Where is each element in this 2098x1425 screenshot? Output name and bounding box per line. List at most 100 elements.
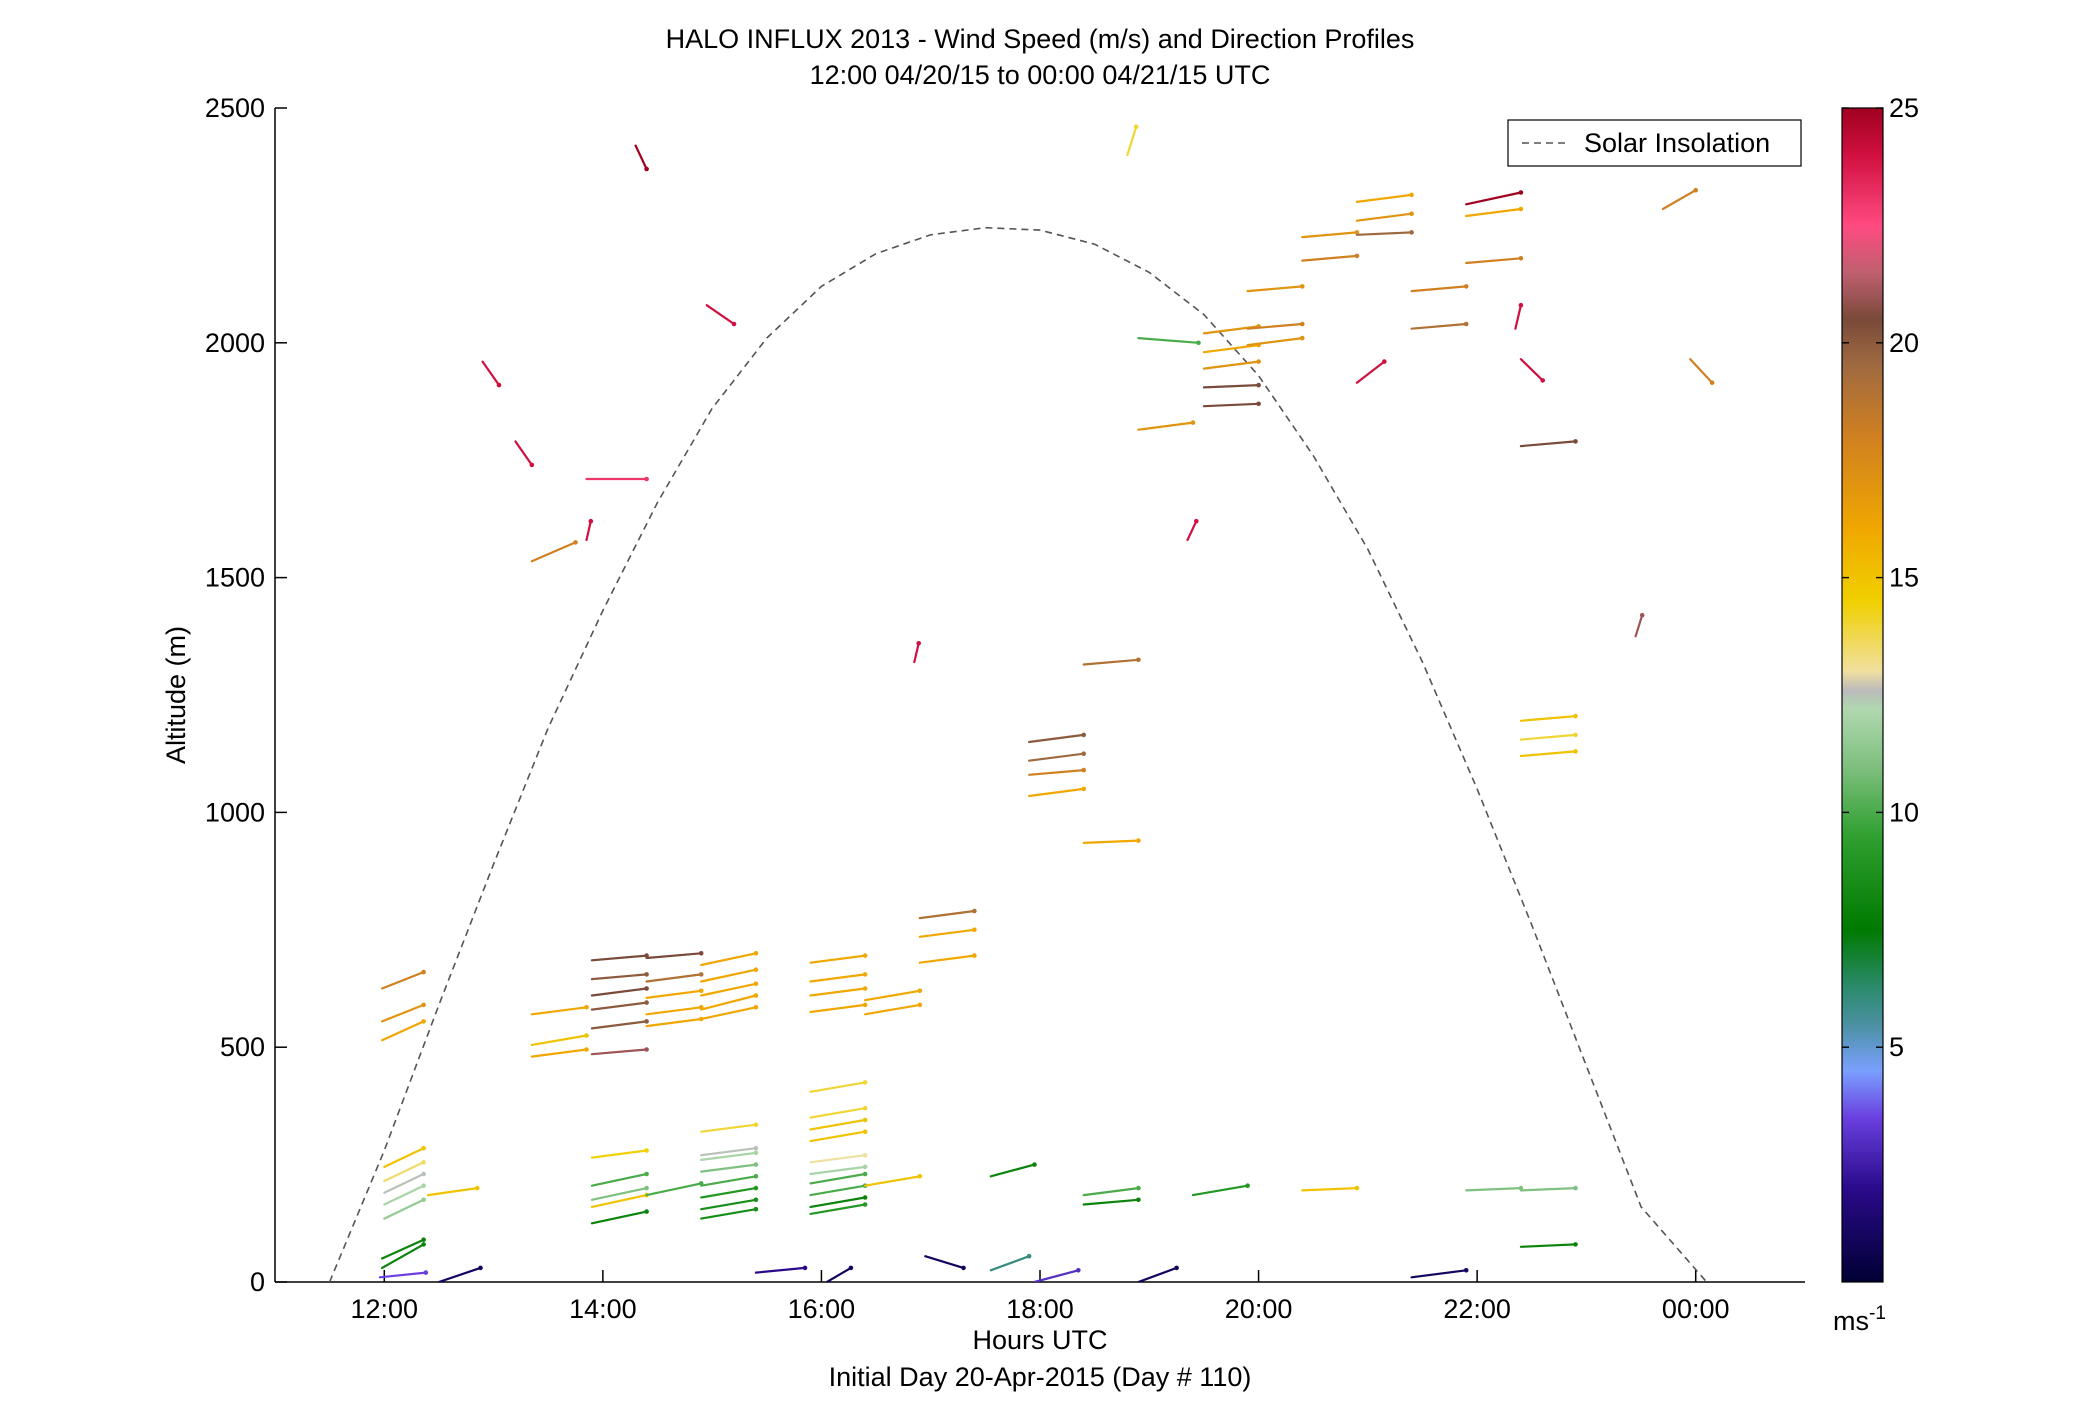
wind-vector <box>437 1265 483 1282</box>
wind-vector-head <box>644 1185 649 1191</box>
wind-vector-head <box>644 1209 649 1214</box>
colorbar-tick-label: 20 <box>1889 328 1919 358</box>
wind-vector-shaft <box>1082 839 1140 845</box>
wind-vector <box>754 1265 808 1274</box>
wind-vector-shaft <box>1689 358 1714 384</box>
wind-vector-shaft <box>1126 125 1138 157</box>
wind-vector <box>1519 713 1578 722</box>
wind-vector-shaft <box>383 1147 425 1169</box>
wind-vector <box>1186 518 1199 542</box>
wind-vector <box>645 951 704 960</box>
wind-vector-head <box>862 1105 868 1111</box>
wind-vector-shaft <box>700 952 758 967</box>
wind-vector <box>700 967 759 983</box>
wind-vector <box>383 1171 426 1194</box>
wind-vector-shaft <box>1301 254 1359 262</box>
wind-vector-shaft <box>645 1006 703 1016</box>
wind-vector-shaft <box>1027 752 1085 762</box>
wind-vector <box>1027 751 1086 762</box>
wind-vector-shaft <box>1410 1269 1468 1279</box>
wind-vector <box>645 1016 704 1028</box>
wind-vector <box>1202 359 1261 370</box>
wind-vector-shaft <box>645 952 703 960</box>
wind-vector-shaft <box>1465 191 1523 206</box>
wind-vector <box>530 1005 589 1016</box>
wind-vector <box>863 988 923 1002</box>
wind-vector <box>1410 284 1469 293</box>
wind-vector-shaft <box>809 973 867 983</box>
wind-vector-shaft <box>809 1203 867 1216</box>
wind-vector-shaft <box>1191 1184 1249 1197</box>
wind-vector-shaft <box>1246 285 1304 293</box>
wind-vector-shaft <box>863 1175 921 1187</box>
wind-vector-head <box>1463 1268 1469 1273</box>
wind-vector-head <box>421 1237 426 1242</box>
wind-vector <box>1301 1185 1360 1192</box>
wind-vector-head <box>698 972 704 977</box>
wind-vector <box>1246 284 1305 293</box>
wind-vector-shaft <box>645 973 703 983</box>
wind-vector-head <box>1136 657 1141 663</box>
wind-vector <box>913 641 921 664</box>
wind-vector-head <box>1174 1265 1179 1271</box>
wind-vector-head <box>916 641 921 646</box>
wind-vector <box>645 972 704 983</box>
wind-vector-shaft <box>700 1175 758 1187</box>
wind-vector-head <box>529 462 535 468</box>
wind-vector <box>1027 786 1086 798</box>
wind-vector <box>700 1145 759 1157</box>
wind-vector <box>809 1080 868 1093</box>
wind-vector-head <box>474 1185 480 1191</box>
wind-vector-head <box>1463 321 1469 327</box>
x-axis-sublabel: Initial Day 20-Apr-2015 (Day # 110) <box>829 1362 1252 1392</box>
y-tick-label: 500 <box>220 1032 265 1062</box>
wind-vector-shaft <box>381 1238 425 1260</box>
wind-vector-shaft <box>825 1266 853 1282</box>
wind-vector-shaft <box>590 1186 648 1201</box>
wind-vector-head <box>644 1171 649 1177</box>
wind-vector-head <box>1136 838 1141 843</box>
chart-subtitle: 12:00 04/20/15 to 00:00 04/21/15 UTC <box>810 60 1271 90</box>
y-tick-label: 2000 <box>205 328 265 358</box>
wind-vector <box>1137 1265 1179 1282</box>
wind-vector <box>1301 253 1360 262</box>
wind-vector <box>809 1164 868 1176</box>
wind-vector-head <box>972 953 977 958</box>
wind-vector-head <box>1026 1253 1032 1259</box>
wind-vector-shaft <box>1202 384 1260 389</box>
wind-vector-head <box>753 1197 759 1203</box>
wind-vector-shaft <box>989 1163 1036 1178</box>
wind-vector <box>700 993 759 1011</box>
wind-vector-head <box>1136 1185 1141 1191</box>
wind-vector-head <box>961 1265 966 1271</box>
plot-area <box>274 108 1805 1283</box>
wind-vector <box>1082 1185 1141 1197</box>
wind-vector-head <box>421 1242 426 1247</box>
wind-vector-shaft <box>918 928 976 938</box>
wind-vector <box>809 1171 868 1185</box>
wind-vector-head <box>1081 732 1086 738</box>
wind-vector <box>645 988 704 1000</box>
wind-vector-head <box>573 540 578 545</box>
wind-vector <box>1519 439 1578 448</box>
wind-vector-head <box>421 1019 426 1024</box>
wind-vector <box>700 1005 759 1021</box>
wind-vector <box>381 1002 426 1023</box>
wind-vector <box>1519 749 1578 758</box>
wind-vector-head <box>1540 378 1545 383</box>
wind-vector <box>863 1002 923 1016</box>
wind-vector <box>1033 1268 1081 1282</box>
wind-vector-head <box>698 988 704 994</box>
wind-vector-shaft <box>700 1208 758 1220</box>
wind-vector <box>378 1270 429 1279</box>
wind-vector <box>1465 190 1524 206</box>
wind-vector-shaft <box>590 954 648 962</box>
wind-vector <box>1301 230 1360 239</box>
wind-vector-head <box>588 518 594 524</box>
colorbar-unit-exponent: -1 <box>1869 1303 1886 1324</box>
wind-vector <box>809 1117 868 1131</box>
wind-vector <box>381 1019 426 1042</box>
wind-vector <box>700 1206 759 1220</box>
wind-vector-head <box>753 967 759 972</box>
